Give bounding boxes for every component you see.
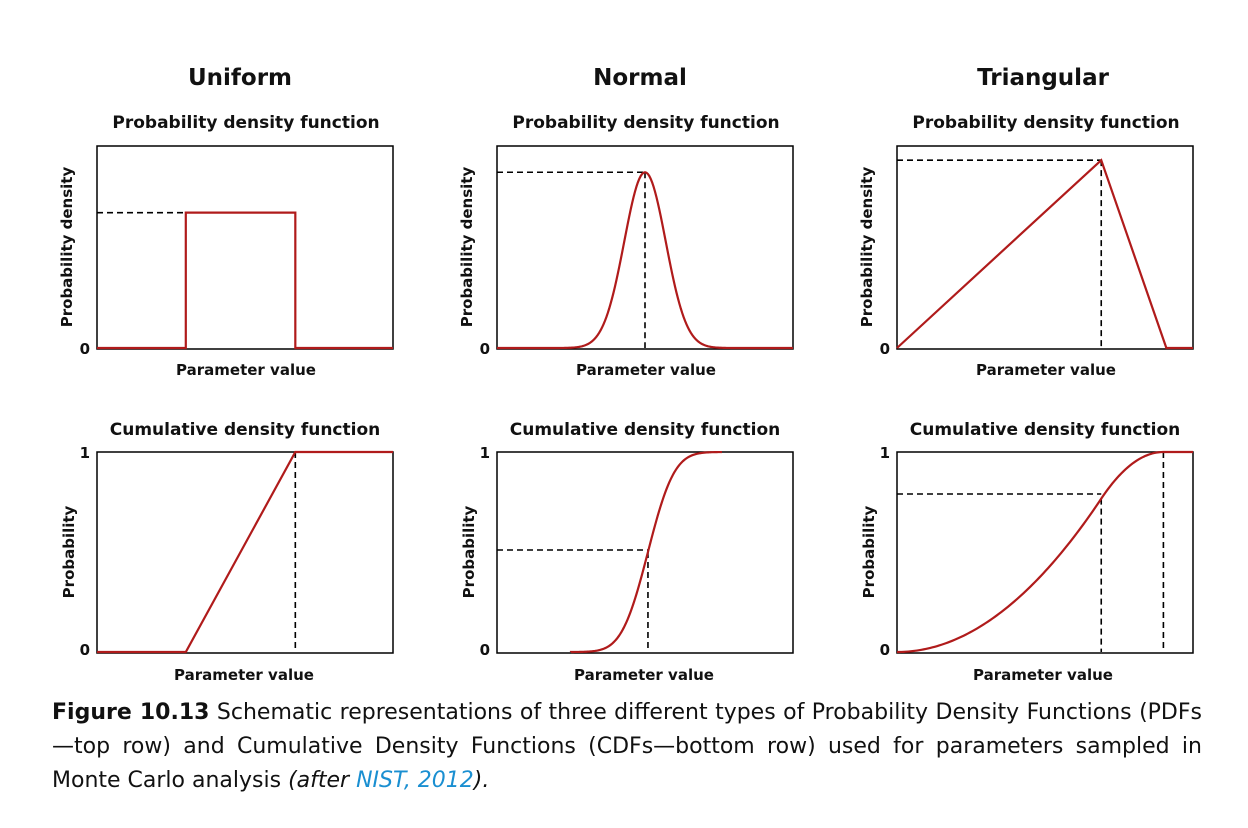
figure-panel-grid: Uniform Normal Triangular Probability de… — [58, 65, 1194, 684]
plot-frame — [496, 451, 794, 654]
caption-label: Figure 10.13 — [52, 700, 210, 725]
y-axis-label: Probability density — [458, 167, 476, 328]
plot-frame — [896, 145, 1194, 350]
y-tick-one: 1 — [480, 444, 490, 462]
column-title-uniform: Uniform — [188, 65, 292, 91]
x-axis-label: Parameter value — [976, 361, 1116, 379]
caption-text: Schematic representations of three diffe… — [52, 700, 1202, 793]
uniform-pdf-curve — [97, 211, 393, 350]
x-axis-label: Parameter value — [973, 666, 1113, 684]
y-tick-zero: 0 — [880, 641, 890, 659]
uniform-cdf-curve — [97, 450, 393, 654]
y-axis-label: Probability — [60, 505, 78, 598]
plot-frame — [896, 451, 1194, 654]
y-axis-label: Probability density — [858, 167, 876, 328]
panel-title: Probability density function — [912, 113, 1179, 133]
column-title-triangular: Triangular — [977, 65, 1110, 91]
panel-title: Cumulative density function — [110, 420, 380, 440]
citation-link[interactable]: NIST, 2012 — [356, 768, 474, 793]
panel-title: Cumulative density function — [910, 420, 1180, 440]
panel-triangular-pdf: Probability density function Probability… — [858, 113, 1194, 379]
triangular-cdf-curve — [896, 450, 1193, 654]
reference-lines — [897, 159, 1103, 348]
y-axis-label: Probability — [860, 505, 878, 598]
normal-pdf-curve — [496, 171, 794, 350]
panel-title: Probability density function — [512, 113, 779, 133]
y-tick-zero: 0 — [480, 340, 490, 358]
panel-triangular-cdf: Cumulative density function Probability … — [860, 420, 1194, 684]
figure-caption: Figure 10.13 Schematic representations o… — [52, 696, 1202, 798]
panel-normal-cdf: Cumulative density function Probability … — [460, 420, 794, 684]
x-axis-label: Parameter value — [576, 361, 716, 379]
y-tick-zero: 0 — [880, 340, 890, 358]
y-axis-label: Probability — [460, 505, 478, 598]
reference-lines — [897, 452, 1165, 652]
x-axis-label: Parameter value — [574, 666, 714, 684]
panel-uniform-cdf: Cumulative density function Probability … — [60, 420, 394, 684]
x-axis-label: Parameter value — [174, 666, 314, 684]
triangular-pdf-curve — [896, 158, 1193, 350]
panel-normal-pdf: Probability density function Probability… — [458, 113, 794, 379]
panel-title: Cumulative density function — [510, 420, 780, 440]
reference-lines — [497, 549, 649, 652]
x-axis-label: Parameter value — [176, 361, 316, 379]
y-tick-zero: 0 — [80, 340, 90, 358]
citation-prefix: (after — [288, 768, 357, 793]
y-tick-one: 1 — [880, 444, 890, 462]
normal-cdf-curve — [569, 450, 722, 654]
citation-suffix: ). — [473, 768, 490, 793]
y-tick-zero: 0 — [480, 641, 490, 659]
reference-lines — [497, 171, 646, 348]
chart-svg: Uniform Normal Triangular Probability de… — [58, 65, 1194, 684]
plot-frame — [96, 145, 394, 350]
plot-frame — [496, 145, 794, 350]
panel-uniform-pdf: Probability density function Probability… — [58, 113, 394, 379]
y-tick-one: 1 — [80, 444, 90, 462]
panel-title: Probability density function — [112, 113, 379, 133]
caption-citation: (after NIST, 2012). — [288, 768, 489, 793]
plot-frame — [96, 451, 394, 654]
y-tick-zero: 0 — [80, 641, 90, 659]
y-axis-label: Probability density — [58, 167, 76, 328]
column-title-normal: Normal — [593, 65, 687, 91]
